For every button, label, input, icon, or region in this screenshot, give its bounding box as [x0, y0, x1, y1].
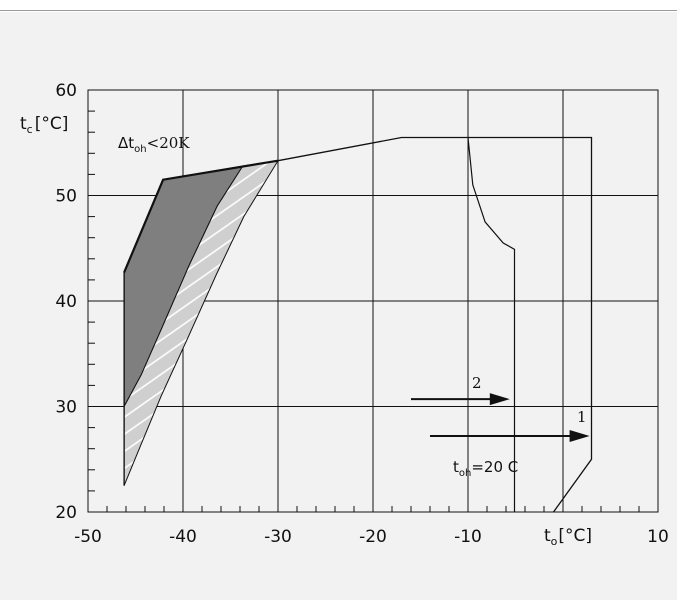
y-tick-label: 60	[55, 81, 77, 101]
chart-panel	[0, 12, 677, 600]
lines	[123, 136, 593, 513]
top-rule	[0, 10, 677, 11]
y-tick-label: 30	[55, 398, 77, 418]
x-axis-title: to[°C]	[544, 526, 592, 548]
hatched-band	[123, 160, 279, 486]
y-tick-label: 50	[55, 187, 77, 207]
x-tick-label: -20	[359, 527, 387, 547]
delta-toh-annotation: Δtoh<20K	[118, 134, 190, 155]
arrows	[411, 393, 590, 443]
arrow-2-label: 2	[472, 374, 482, 392]
x-tick-label: -10	[454, 527, 482, 547]
regions	[123, 160, 279, 486]
labels: tc [°C] to[°C] Δtoh<20K toh=20 C 2 1	[20, 114, 592, 548]
region-top-edge	[123, 159, 279, 273]
x-tick-label: -30	[264, 527, 292, 547]
x-tick-label: -50	[74, 527, 102, 547]
arrow-1-label: 1	[577, 408, 587, 426]
y-tick-label: 40	[55, 292, 77, 312]
y-tick-label: 20	[55, 503, 77, 523]
arrow-2-head	[489, 393, 510, 406]
inner-curve-line	[467, 137, 516, 512]
x-tick-label: 10	[647, 527, 669, 547]
y-axis-title: tc [°C]	[20, 114, 68, 136]
toh-annotation: toh=20 C	[453, 458, 518, 479]
ticks: -50 -40 -30 -20 -10 10 20 30 40 50 60	[55, 81, 668, 547]
x-tick-label: -40	[169, 527, 197, 547]
arrow-1-head	[569, 430, 590, 443]
